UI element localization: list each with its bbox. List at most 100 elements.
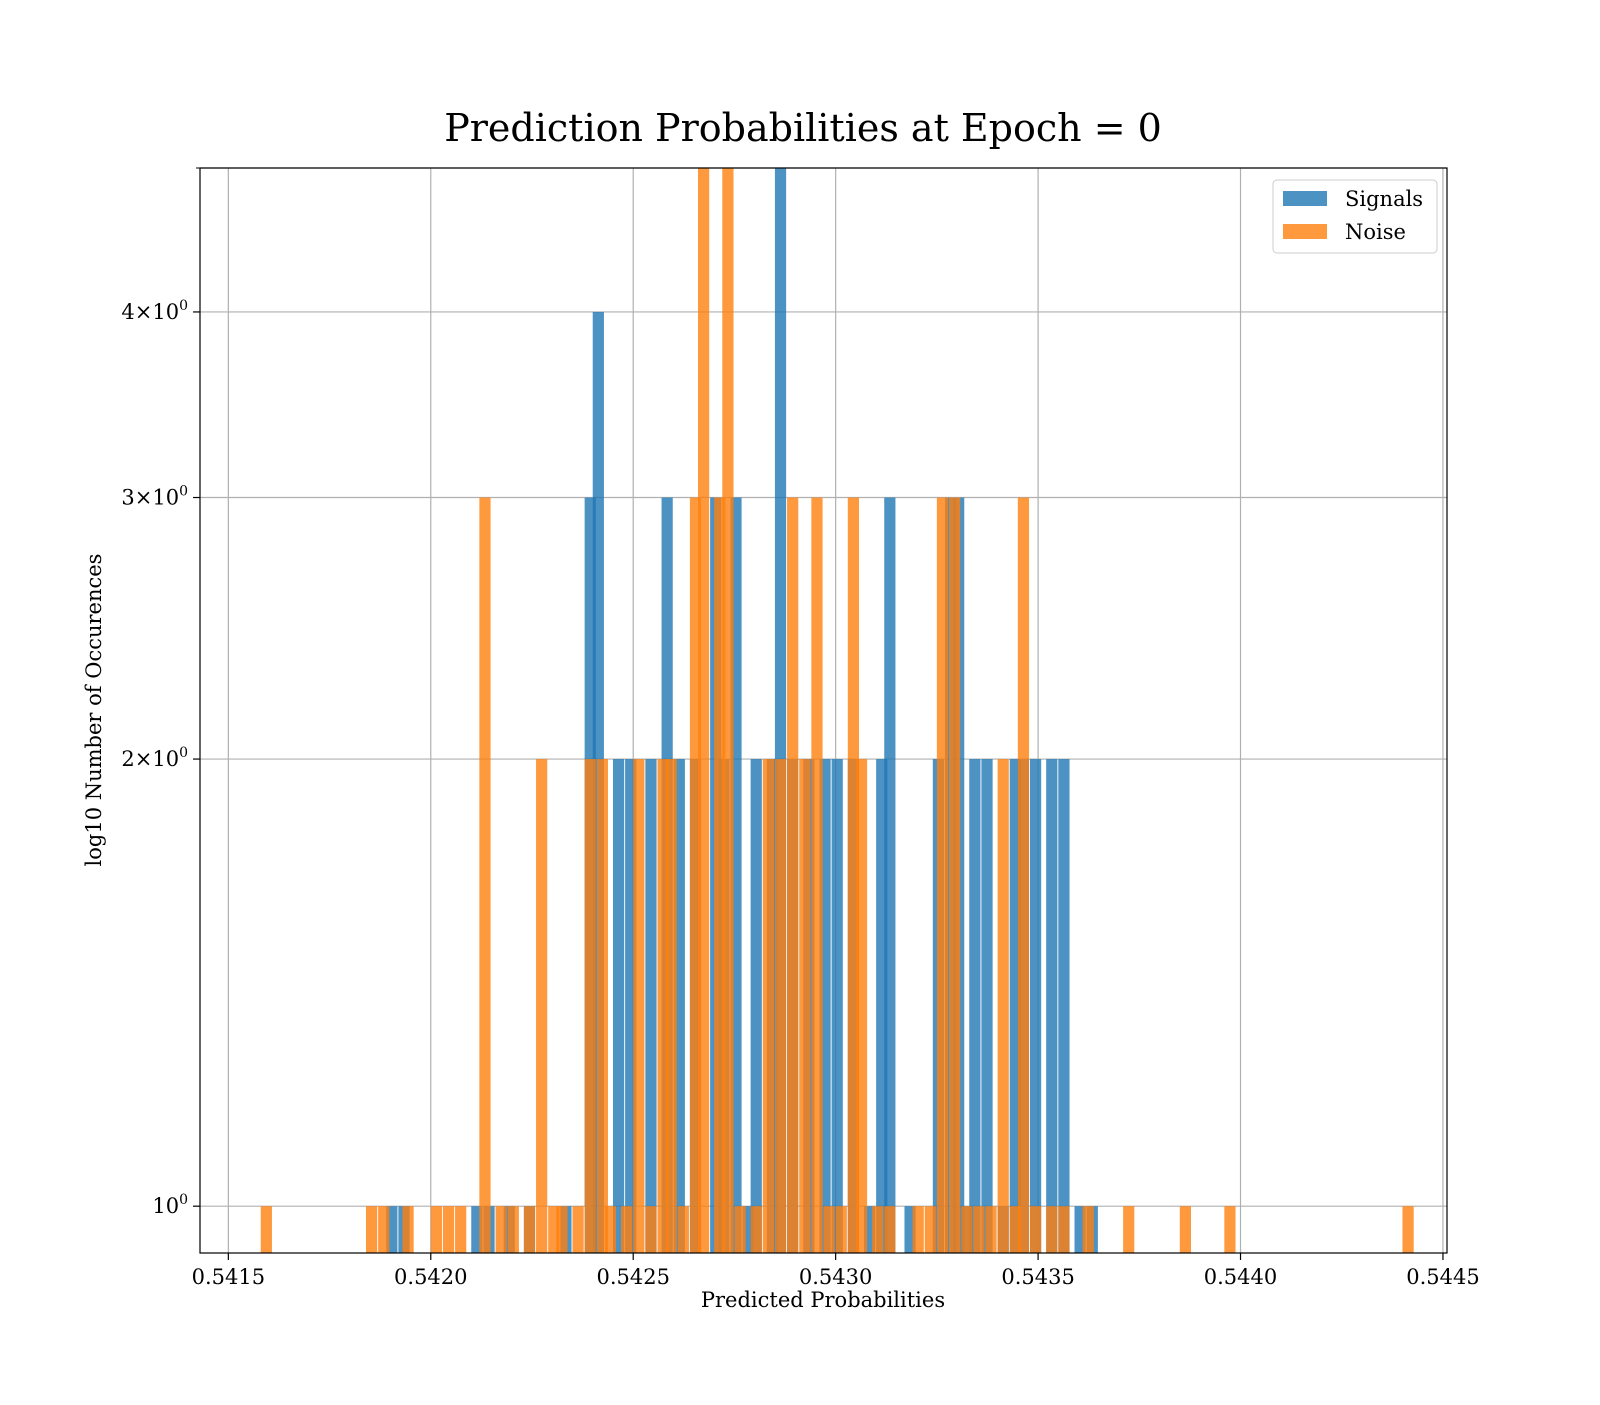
x-axis-ticks: 0.5415 0.5420 0.5425 0.5430 0.5435 0.5440 0.54… [192,1253,1480,1289]
bar-noise [872,1206,884,1253]
bar-noise [1402,1206,1414,1253]
bar-noise [689,497,702,1253]
bar-noise [714,497,726,1253]
bar-noise [973,1206,985,1253]
bar-signals [612,759,625,1253]
bar-signals [904,1206,916,1253]
bar-noise [596,759,608,1253]
bar-noise [1179,1206,1192,1253]
bar-signals [625,759,637,1253]
bar-noise [523,1206,536,1253]
bar-signals [645,759,657,1253]
bar-noise [722,168,734,1253]
bar-noise [811,497,823,1253]
bar-noise [997,759,1009,1253]
bar-noise [762,759,774,1253]
bar-noise [507,1206,519,1253]
bar-noise [665,759,677,1253]
bar-signals [471,1206,483,1253]
bar-noise [823,1206,835,1253]
bar-noise [402,1206,414,1253]
bar-noise [1009,1206,1021,1253]
x-tick-label: 0.5445 [1406,1265,1479,1289]
bar-noise [799,759,811,1253]
legend: Signals Noise [1272,179,1438,254]
bar-noise [633,759,645,1253]
bar-signals [673,759,685,1253]
bar-signals [386,1206,398,1253]
x-axis-label: Predicted Probabilities [701,1288,945,1312]
bar-noise [787,497,799,1253]
y-tick-label: 100 [152,1192,188,1218]
bar-noise [584,759,596,1253]
bar-noise [1224,1206,1236,1253]
bar-signals [884,497,896,1253]
bar-noise [847,497,860,1253]
bar-signals [831,759,843,1253]
bar-noise [572,1206,584,1253]
bar-noise [548,1206,560,1253]
x-tick-label: 0.5440 [1204,1265,1277,1289]
bar-signals [1029,759,1042,1253]
bar-noise [734,1206,746,1253]
bar-noise [936,497,949,1253]
y-tick-label: 3×100 [121,484,188,510]
bar-noise [949,497,961,1253]
bar-noise [985,1206,997,1253]
bar-noise [260,1206,272,1253]
bar-noise [430,1206,442,1253]
bar-noise [1123,1206,1135,1253]
bar-noise [924,1206,936,1253]
bar-signals [969,759,981,1253]
bar-noise [1017,497,1030,1253]
legend-label-signals: Signals [1345,187,1423,211]
y-axis-ticks: 100 2×100 3×100 4×100 [121,167,200,1218]
y-axis-label: log10 Number of Occurences [82,554,106,867]
bar-noise [365,1206,378,1253]
bar-signals [1009,759,1021,1253]
bar-noise [621,1206,633,1253]
bar-noise [378,1206,390,1253]
x-tick-label: 0.5425 [596,1265,669,1289]
bar-noise [1082,1206,1094,1253]
bar-noise [750,1206,762,1253]
plot-frame [199,167,1448,1254]
bar-signals [774,168,787,1253]
legend-swatch-noise [1283,224,1327,239]
histogram-bars [260,168,1414,1254]
bar-signals [730,497,742,1253]
bar-noise [455,1206,467,1253]
chart-title: Prediction Probabilities at Epoch = 0 [444,106,1162,150]
x-tick-label: 0.5415 [192,1265,265,1289]
bar-signals [742,1206,754,1253]
bar-noise [479,497,491,1253]
y-tick-label: 4×100 [121,298,188,324]
bar-signals [863,1206,876,1253]
bar-signals [876,759,888,1253]
bar-noise [677,1206,689,1253]
bar-noise [697,168,710,1253]
bar-signals [981,759,993,1253]
bar-noise [774,759,787,1253]
bar-signals [1058,759,1070,1253]
y-tick-label: 2×100 [121,745,188,771]
bar-noise [961,1206,973,1253]
bar-noise [912,1206,924,1253]
bar-noise [1058,1206,1070,1253]
bar-noise [1029,1206,1042,1253]
bar-signals [1046,759,1058,1253]
bar-noise [536,759,548,1253]
legend-swatch-signals [1283,191,1327,206]
bar-noise [442,1206,455,1253]
bar-noise [1046,1206,1058,1253]
bar-signals [750,759,762,1253]
bar-noise [835,1206,847,1253]
bar-noise [556,1206,568,1253]
bar-noise [645,1206,657,1253]
bar-noise [657,759,669,1253]
bar-noise [855,759,868,1253]
x-tick-label: 0.5420 [394,1265,467,1289]
legend-label-noise: Noise [1345,220,1406,244]
bar-noise [884,1206,896,1253]
bar-signals [819,759,831,1253]
